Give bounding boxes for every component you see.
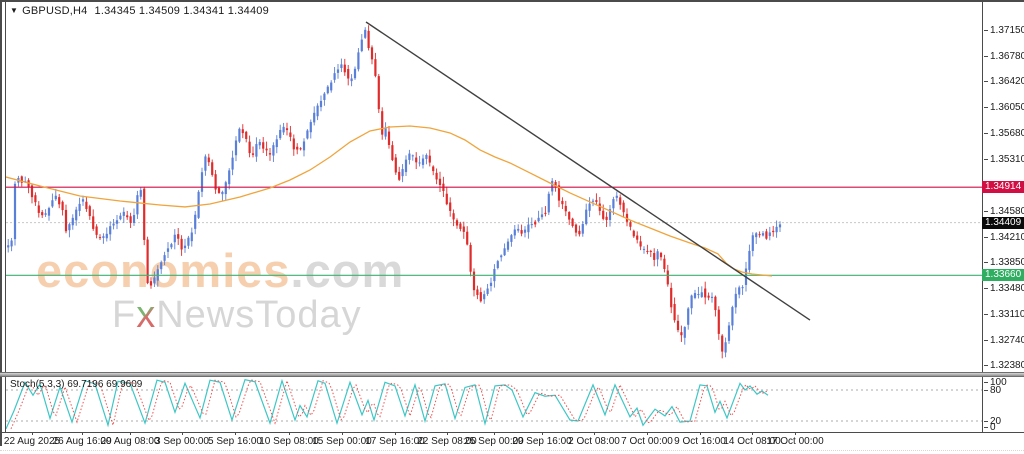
time-tick-mark xyxy=(700,432,701,435)
time-tick-label: 10 Sep 08:00 xyxy=(259,436,319,447)
price-tick-label: 1.35310 xyxy=(983,154,1024,165)
time-tick-label: 17 Sep 16:00 xyxy=(365,436,425,447)
time-axis[interactable]: 22 Aug 2025 26 Aug 16:00 29 Aug 08:00 3 Sep… xyxy=(0,432,1024,450)
resistance-price-tag: 1.34914 xyxy=(982,181,1024,194)
price-tick-label: 1.32740 xyxy=(983,335,1024,346)
time-tick-label: 17 Oct 00:00 xyxy=(766,436,824,447)
time-tick-label: 22 Aug 2025 xyxy=(3,436,61,447)
time-tick-label: 22 Sep 08:00 xyxy=(417,436,477,447)
time-tick-label: 9 Oct 16:00 xyxy=(674,436,726,447)
stoch-tick-label: 100 xyxy=(984,377,1007,388)
pane-separator[interactable] xyxy=(0,372,1024,377)
time-tick-label: 25 Sep 00:00 xyxy=(464,436,524,447)
time-tick-mark xyxy=(235,432,236,435)
window-frame-left xyxy=(0,0,2,446)
price-tick-label: 1.37150 xyxy=(983,25,1024,36)
price-tick-label: 1.33110 xyxy=(983,308,1024,320)
watermark: economies.com FxNewsToday xyxy=(36,247,404,334)
time-tick-mark xyxy=(395,432,396,435)
time-tick-mark xyxy=(447,432,448,435)
price-tick-label: 1.35680 xyxy=(983,128,1024,139)
time-tick-mark xyxy=(342,432,343,435)
chart-header: ▼ GBPUSD,H4 1.34345 1.34509 1.34341 1.3440… xyxy=(10,5,269,17)
time-tick-label: 2 Oct 08:00 xyxy=(568,436,620,447)
moving-average[interactable] xyxy=(6,125,773,277)
fxnewstoday-watermark: FxNewsToday xyxy=(112,294,362,336)
time-tick-mark xyxy=(32,432,33,435)
economies-watermark: economies.com xyxy=(36,244,405,297)
bid-price-tag: 1.34409 xyxy=(982,216,1024,229)
descending-trendline[interactable] xyxy=(365,21,811,321)
symbol-period-label: GBPUSD,H4 xyxy=(22,5,88,17)
time-tick-mark xyxy=(647,432,648,435)
time-tick-mark xyxy=(752,432,753,435)
price-tick-label: 1.36780 xyxy=(983,51,1024,62)
time-tick-label: 15 Sep 00:00 xyxy=(312,436,372,447)
time-tick-mark xyxy=(494,432,495,435)
time-tick-mark xyxy=(82,432,83,435)
price-tick-label: 1.33480 xyxy=(983,283,1024,294)
time-tick-mark xyxy=(542,432,543,435)
price-tick-label: 1.36420 xyxy=(983,76,1024,87)
candles-group xyxy=(7,25,782,359)
time-tick-label: 3 Sep 00:00 xyxy=(155,436,209,447)
collapse-arrow-icon[interactable]: ▼ xyxy=(10,6,19,15)
time-tick-label: 29 Sep 16:00 xyxy=(512,436,572,447)
price-chart-canvas[interactable] xyxy=(6,2,982,372)
time-tick-label: 5 Sep 16:00 xyxy=(208,436,262,447)
price-tick-label: 1.33850 xyxy=(983,257,1024,268)
window-bottom-edge xyxy=(0,450,1024,452)
stoch-tick-label: 20 xyxy=(983,416,1002,427)
time-tick-label: 29 Aug 08:00 xyxy=(100,436,160,447)
stoch-k-line xyxy=(6,378,769,430)
ohlc-values: 1.34345 1.34509 1.34341 1.34409 xyxy=(94,5,269,17)
time-tick-mark xyxy=(182,432,183,435)
price-tick-label: 1.34580 xyxy=(983,206,1024,217)
window-frame-top xyxy=(0,0,1024,2)
stochastic-label: Stoch(5,3,3) 69.7196 69.9609 xyxy=(10,379,143,390)
time-tick-label: 14 Oct 08:00 xyxy=(723,436,781,447)
time-tick-label: 7 Oct 00:00 xyxy=(621,436,673,447)
price-axis[interactable]: 1.37150 1.36780 1.36420 1.36050 1.35680 1.353… xyxy=(982,0,1024,433)
time-tick-mark xyxy=(130,432,131,435)
time-tick-mark xyxy=(289,432,290,435)
stoch-d-line xyxy=(10,379,768,430)
price-tick-label: 1.34210 xyxy=(983,232,1024,243)
stoch-tick-label: 80 xyxy=(983,385,1002,396)
time-tick-mark xyxy=(594,432,595,435)
stoch-tick-label: 0 xyxy=(984,422,996,433)
time-tick-mark xyxy=(795,432,796,435)
price-tick-label: 1.32380 xyxy=(983,360,1024,371)
chart-pane-border xyxy=(5,1,6,432)
stochastic-canvas[interactable] xyxy=(6,377,982,431)
support-price-tag: 1.33660 xyxy=(982,269,1024,282)
price-tick-label: 1.36050 xyxy=(983,102,1024,113)
time-tick-label: 26 Aug 16:00 xyxy=(52,436,112,447)
time-axis-line xyxy=(0,432,1024,433)
